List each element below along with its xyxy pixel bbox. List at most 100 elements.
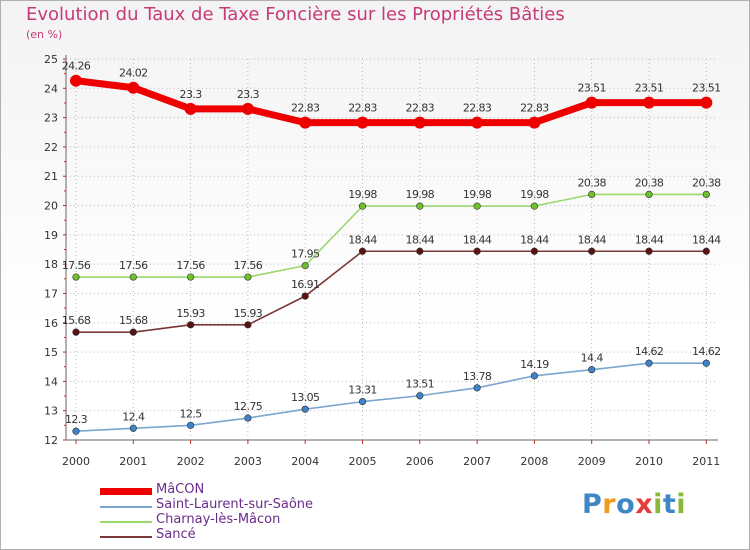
data-label: 15.93 [234,307,263,320]
data-label: 18.44 [463,233,492,246]
series-point-1 [702,359,710,367]
legend-swatch-macon [100,488,152,495]
series-point-3 [530,247,539,255]
data-label: 18.44 [692,233,721,246]
x-tick-label: 2007 [463,455,491,468]
data-label: 23.51 [577,82,606,95]
unit-label: (en %) [26,28,63,41]
data-label: 23.51 [635,82,664,95]
series-line-1 [75,362,708,433]
data-label: 23.3 [180,88,203,101]
y-tick-label: 24 [44,82,58,95]
y-tick-label: 16 [44,317,58,330]
series-point-1 [129,424,137,432]
series-point-3 [588,247,596,255]
data-label: 17.56 [234,259,263,272]
data-label: 22.83 [348,102,377,115]
series-point-1 [588,366,596,374]
data-label: 24.02 [119,67,148,80]
legend-item-saint-laurent: Saint-Laurent-sur-Saône [100,497,360,514]
legend-label-charnay: Charnay-lès-Mâcon [156,512,281,527]
series-point-3 [244,321,252,329]
data-label: 12.4 [122,410,145,423]
series-point-1 [358,398,367,406]
chart-title: Evolution du Taux de Taxe Foncière sur l… [26,4,565,25]
y-tick-label: 21 [44,170,58,183]
legend-item-charnay: Charnay-lès-Mâcon [100,512,360,529]
y-tick-label: 20 [44,200,58,213]
y-tick-label: 18 [44,258,58,271]
data-label: 14.4 [581,352,604,365]
data-label: 22.83 [520,102,549,115]
y-tick-label: 14 [44,375,58,388]
x-tick-label: 2010 [635,455,663,468]
series-point-1 [72,427,80,435]
data-label: 18.44 [520,233,549,246]
legend-swatch-saint-laurent [100,506,152,508]
x-tick-label: 2005 [349,455,377,468]
y-tick-label: 17 [44,287,58,300]
data-label: 12.75 [234,400,263,413]
series-point-1 [301,405,309,413]
data-label: 19.98 [406,188,435,201]
x-tick-label: 2006 [406,455,434,468]
x-tick-label: 2008 [520,455,548,468]
y-tick-label: 13 [44,405,58,418]
data-label: 19.98 [348,188,377,201]
series-point-3 [702,247,710,255]
y-tick-label: 25 [44,53,58,66]
series-point-2 [702,190,710,199]
data-label: 18.44 [406,233,435,246]
data-label: 20.38 [692,176,721,189]
data-label: 16.91 [291,278,320,291]
series-line-2 [75,193,708,278]
y-tick-label: 19 [44,229,58,242]
y-tick-label: 23 [44,112,58,125]
x-tick-label: 2004 [291,455,319,468]
legend-label-sance: Sancé [156,527,196,542]
series-point-0 [70,74,82,87]
series-point-0 [127,81,140,94]
legend-label-saint-laurent: Saint-Laurent-sur-Saône [156,497,314,512]
data-label: 13.78 [463,370,492,383]
series-point-2 [530,202,539,210]
series-point-0 [700,96,713,109]
data-label: 13.31 [348,384,377,397]
series-point-2 [72,273,80,281]
legend-swatch-sance [100,536,152,538]
series-point-0 [184,102,197,115]
series-point-2 [416,202,424,210]
proxiti-logo: Proxiti [582,489,687,520]
series-line-3 [75,250,708,333]
series-point-3 [358,247,367,255]
data-label: 17.56 [176,259,205,272]
series-point-0 [643,96,655,109]
data-label: 23.51 [692,82,721,95]
series-point-2 [588,190,596,199]
series-point-1 [416,392,424,400]
y-tick-label: 12 [44,434,58,447]
data-label: 15.68 [62,314,91,327]
series-point-2 [645,190,653,199]
x-tick-label: 2001 [119,455,147,468]
data-label: 17.56 [62,259,91,272]
series-point-0 [241,102,254,115]
series-point-2 [473,202,481,210]
data-label: 15.68 [119,314,148,327]
data-label: 14.62 [635,345,664,358]
legend-swatch-charnay [100,521,152,523]
series-point-0 [356,116,369,129]
data-label: 12.3 [65,413,88,426]
series-line-0 [72,77,710,127]
data-label: 20.38 [635,176,664,189]
series-point-0 [413,116,426,129]
legend: MâCON Saint-Laurent-sur-Saône Charnay-lè… [100,482,360,544]
data-label: 17.56 [119,259,148,272]
series-point-3 [129,328,137,336]
series-point-1 [187,421,195,429]
series-point-3 [473,247,481,255]
series-point-3 [187,321,195,329]
y-tick-label: 15 [44,346,58,359]
data-label: 19.98 [520,188,549,201]
